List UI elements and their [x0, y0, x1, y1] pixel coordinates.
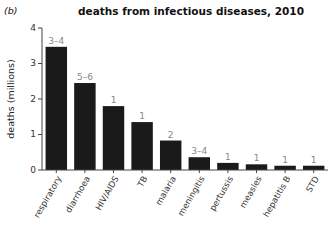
x-tick-label: pertussis	[207, 174, 235, 213]
y-tick	[38, 170, 42, 171]
bar	[160, 141, 181, 170]
bar	[46, 47, 67, 170]
x-tick	[56, 170, 57, 173]
bar	[246, 164, 267, 170]
y-tick-label: 3	[30, 58, 36, 68]
x-tick	[313, 170, 314, 173]
panel-label: (b)	[4, 5, 17, 16]
x-tick	[199, 170, 200, 173]
x-tick-label: measles	[238, 174, 265, 210]
bar-annotation: 1	[111, 95, 117, 105]
title: deaths from infectious diseases, 2010	[78, 5, 304, 17]
x-tick	[285, 170, 286, 173]
y-tick	[38, 63, 42, 64]
x-tick	[256, 170, 257, 173]
x-tick-label: meningitis	[176, 174, 207, 218]
bar	[131, 122, 152, 170]
x-tick	[142, 170, 143, 173]
y-tick	[38, 99, 42, 100]
bar-annotation: 3–4	[191, 146, 207, 156]
x-tick	[227, 170, 228, 173]
y-tick-label: 2	[30, 94, 36, 104]
bar	[217, 163, 238, 170]
x-tick	[113, 170, 114, 173]
bar-annotation: 1	[139, 111, 145, 121]
bar	[274, 166, 295, 170]
bar	[189, 157, 210, 170]
bar	[103, 106, 124, 170]
x-tick-label: respiratory	[32, 174, 64, 219]
y-axis-line	[42, 28, 43, 170]
bar-annotation: 3–4	[48, 36, 64, 46]
chart: 0 1 2 3 4 3–4 5–6 1 1 2 3–4 1 1 1 1 respiratorydiarrhoe…	[0, 0, 336, 234]
x-tick-label: HIV/AIDS	[93, 174, 121, 212]
y-tick-label: 4	[30, 23, 36, 33]
x-tick-label: STD	[304, 174, 321, 194]
bar-annotation: 2	[168, 130, 174, 140]
x-tick-label: malaria	[153, 174, 178, 207]
y-tick	[38, 134, 42, 135]
x-tick-label: hepatitis B	[261, 174, 293, 219]
bar-annotation: 1	[225, 152, 231, 162]
y-tick-label: 1	[30, 129, 36, 139]
y-axis-label: deaths (millions)	[5, 59, 16, 138]
bars	[46, 47, 325, 170]
bar-annotation: 1	[311, 155, 317, 165]
y-tick	[38, 28, 42, 29]
bar	[303, 166, 324, 170]
bar	[74, 83, 95, 170]
y-tick-label: 0	[30, 165, 36, 175]
x-tick	[170, 170, 171, 173]
bar-annotation: 1	[254, 153, 260, 163]
x-tick-label: diarrhoea	[63, 174, 92, 214]
x-tick	[84, 170, 85, 173]
bar-annotation: 1	[282, 155, 288, 165]
bar-annotation: 5–6	[77, 72, 93, 82]
x-tick-label: TB	[135, 174, 150, 190]
